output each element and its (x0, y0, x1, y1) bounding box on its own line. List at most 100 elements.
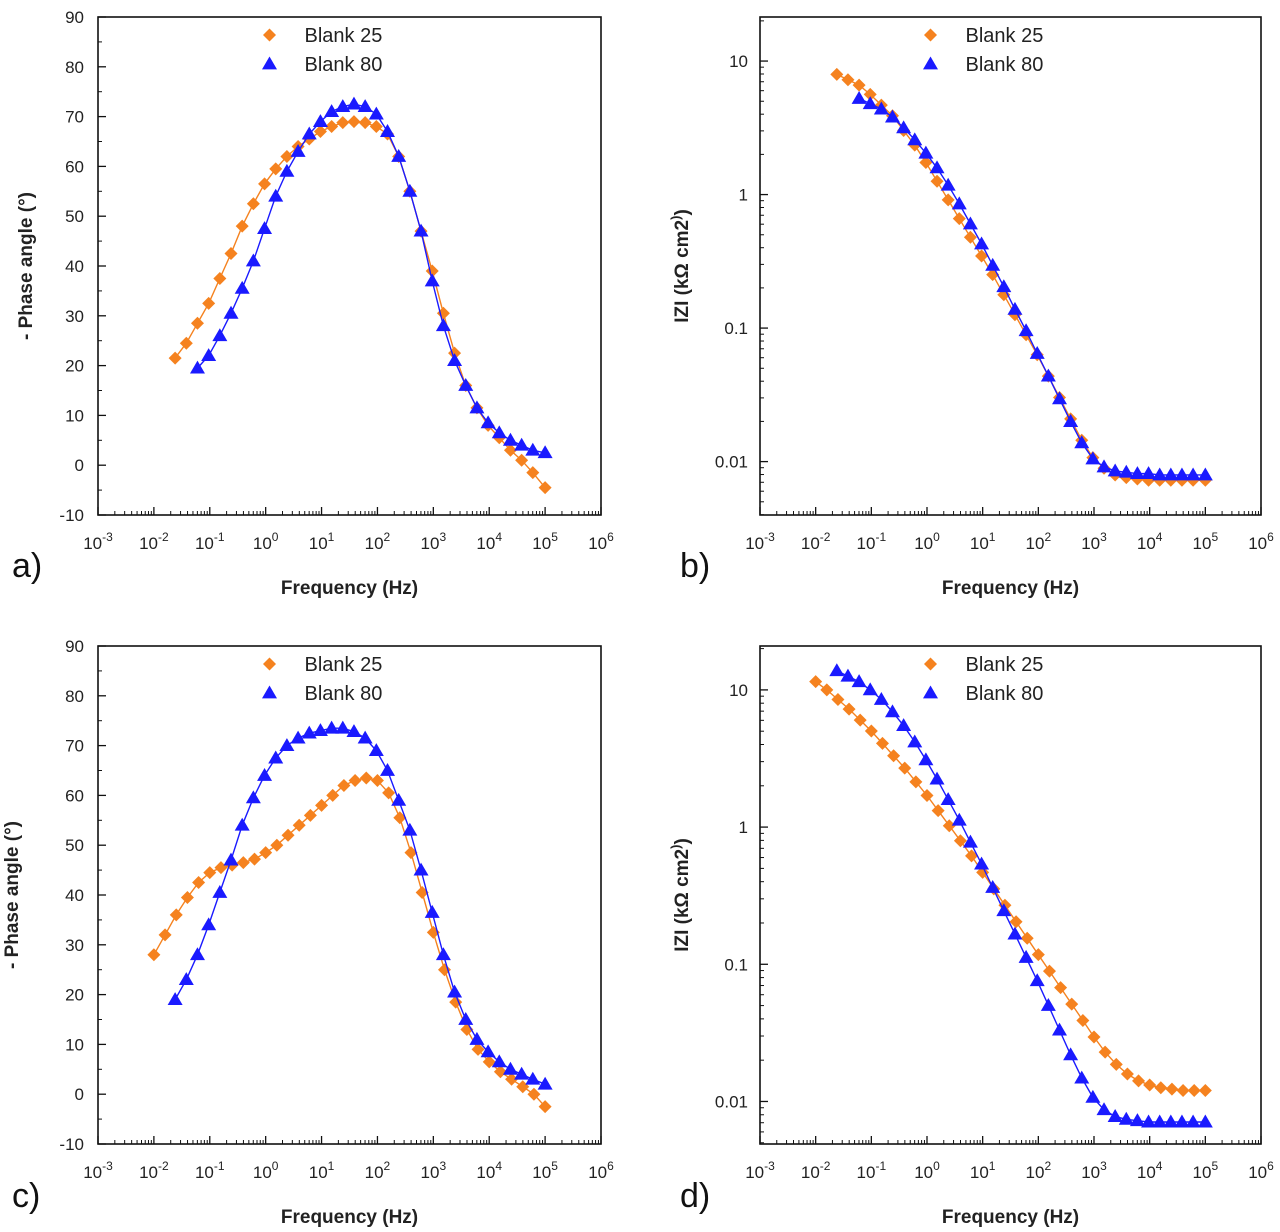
data-point (1141, 466, 1157, 480)
x-tick-label: 100 (914, 1159, 940, 1182)
data-point (996, 903, 1012, 917)
legend-label: Blank 80 (305, 683, 383, 705)
data-point (268, 188, 284, 202)
data-point (493, 1065, 507, 1079)
data-point (369, 120, 383, 134)
x-tick-label: 106 (1248, 1159, 1274, 1182)
data-point (203, 866, 217, 880)
y-tick-label: 80 (65, 687, 84, 706)
data-point (1040, 368, 1056, 382)
data-point (178, 972, 194, 986)
data-point (929, 771, 945, 785)
y-tick-label: 20 (65, 986, 84, 1005)
data-point (1154, 1081, 1168, 1095)
fit-line-blank25 (815, 681, 1206, 1092)
data-point (505, 1072, 519, 1086)
data-point (270, 838, 284, 852)
data-point (918, 752, 934, 766)
data-point (864, 724, 878, 738)
legend-label: Blank 80 (966, 683, 1044, 705)
data-point (965, 849, 979, 863)
x-tick-label: 10-3 (83, 530, 113, 553)
data-point (190, 316, 204, 330)
data-point (1120, 1067, 1134, 1081)
data-point (192, 876, 206, 890)
data-point (898, 761, 912, 775)
data-point (359, 771, 373, 785)
data-point (179, 336, 193, 350)
data-point (1107, 463, 1123, 477)
data-point (402, 822, 418, 836)
x-tick-label: 102 (1026, 1159, 1052, 1182)
x-tick-label: 100 (253, 530, 279, 553)
data-point (514, 437, 530, 451)
data-point (201, 917, 217, 931)
legend-marker (924, 28, 937, 42)
y-axis-label: IZI (kΩ cm2)) (668, 838, 693, 952)
data-point (223, 305, 239, 319)
data-point (1063, 414, 1079, 427)
legend-label: Blank 80 (966, 54, 1044, 76)
data-point (158, 928, 172, 942)
data-point (863, 87, 877, 101)
data-point (1020, 931, 1034, 945)
y-tick-label: 60 (65, 786, 84, 805)
x-tick-label: 10-2 (801, 530, 831, 553)
data-point (212, 328, 228, 342)
x-tick-label: 104 (476, 1159, 502, 1182)
data-point (962, 216, 978, 230)
fit-line-blank25 (153, 777, 546, 1108)
data-point (1176, 1083, 1190, 1097)
y-tick-label: 0 (75, 456, 84, 475)
data-point (1063, 1047, 1079, 1061)
data-point (942, 819, 956, 833)
data-point (491, 1054, 507, 1068)
data-point (918, 145, 934, 159)
data-point (952, 212, 966, 226)
data-point (346, 96, 362, 110)
data-point (1165, 1082, 1179, 1096)
y-axis-label: IZI (kΩ cm2)) (668, 209, 693, 323)
plot-frame (759, 645, 1262, 1145)
data-point (491, 425, 507, 439)
data-point (380, 763, 396, 776)
y-tick-label: 0.1 (724, 955, 748, 974)
data-point (1018, 323, 1034, 337)
data-point (1098, 1045, 1112, 1059)
data-point (292, 818, 306, 832)
data-point (829, 663, 845, 677)
data-point (449, 995, 463, 1009)
data-point (1197, 1114, 1213, 1128)
y-tick-label: 0.1 (724, 319, 748, 338)
x-tick-label: 100 (253, 1159, 279, 1182)
panel-label: c) (12, 1177, 40, 1215)
legend-label: Blank 25 (966, 654, 1044, 676)
data-point (290, 730, 306, 744)
data-point (1118, 464, 1134, 478)
data-point (537, 445, 553, 459)
data-point (974, 236, 990, 250)
y-tick-label: 10 (65, 1035, 84, 1054)
data-point (245, 790, 261, 804)
x-tick-label: 105 (532, 530, 558, 553)
x-tick-label: 10-2 (139, 1159, 169, 1182)
y-tick-label: 10 (65, 406, 84, 425)
data-point (245, 253, 261, 267)
x-tick-label: 10-3 (745, 530, 775, 553)
data-point (348, 773, 362, 787)
data-point (258, 177, 272, 191)
y-axis-label: - Phase angle (°) (2, 821, 23, 969)
data-point (953, 834, 967, 848)
x-axis-label: Frequency (Hz) (942, 1207, 1079, 1228)
data-point (312, 723, 328, 737)
legend-label: Blank 25 (966, 25, 1044, 47)
data-point (257, 221, 273, 235)
y-tick-label: -10 (59, 506, 84, 525)
data-point (336, 116, 350, 130)
data-point (382, 786, 396, 800)
data-point (303, 808, 317, 822)
data-point (502, 1061, 518, 1075)
data-point (853, 713, 867, 727)
data-point (480, 415, 496, 429)
